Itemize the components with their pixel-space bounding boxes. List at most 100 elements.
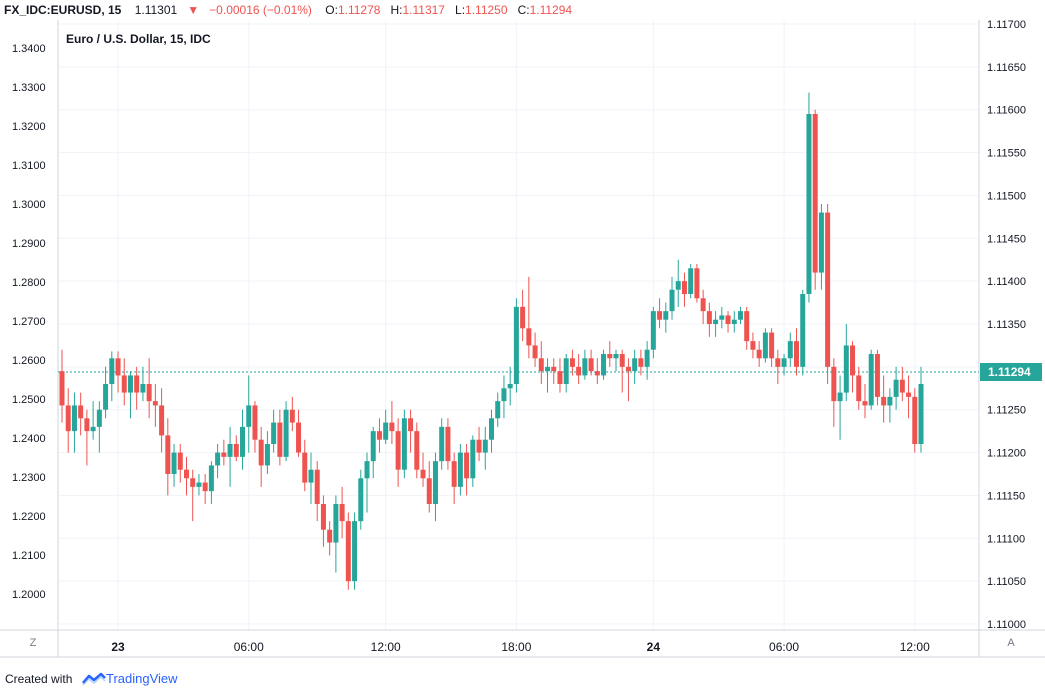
candle-body[interactable] <box>489 418 494 440</box>
candle-body[interactable] <box>737 311 743 320</box>
candle-body[interactable] <box>825 212 831 367</box>
candle-body[interactable] <box>607 354 613 359</box>
candle-body[interactable] <box>688 268 694 294</box>
candle-body[interactable] <box>594 371 600 376</box>
candle-body[interactable] <box>464 452 470 479</box>
candle-body[interactable] <box>140 384 146 393</box>
candle-body[interactable] <box>171 452 177 474</box>
candle-body[interactable] <box>638 358 644 367</box>
candle-body[interactable] <box>426 478 432 504</box>
candle-body[interactable] <box>121 375 127 393</box>
candle-body[interactable] <box>569 358 575 367</box>
candle-body[interactable] <box>227 444 233 457</box>
candle-body[interactable] <box>694 268 700 299</box>
candle-body[interactable] <box>345 521 351 582</box>
candle-body[interactable] <box>109 358 115 384</box>
candle-body[interactable] <box>127 375 133 393</box>
candle-body[interactable] <box>843 345 849 393</box>
candle-body[interactable] <box>327 529 333 543</box>
tradingview-brand[interactable]: TradingView <box>106 671 178 686</box>
candle-body[interactable] <box>868 354 874 406</box>
candle-body[interactable] <box>918 384 924 444</box>
candle-body[interactable] <box>408 418 414 432</box>
candle-body[interactable] <box>563 358 569 384</box>
candle-body[interactable] <box>183 469 189 479</box>
candle-body[interactable] <box>887 396 893 406</box>
auto-scale-button[interactable]: A <box>1007 637 1015 649</box>
candle-body[interactable] <box>370 431 376 462</box>
candle-body[interactable] <box>818 212 824 273</box>
candle-body[interactable] <box>383 422 389 440</box>
candle-body[interactable] <box>233 444 239 457</box>
candle-body[interactable] <box>451 461 457 487</box>
candle-body[interactable] <box>376 431 382 440</box>
candlestick-chart[interactable]: 1.3400 1.3300 1.3200 1.3100 1.3000 1.2900 1.28… <box>0 20 1045 668</box>
candle-body[interactable] <box>414 431 420 470</box>
candle-body[interactable] <box>84 418 90 432</box>
candle-body[interactable] <box>557 371 563 384</box>
candle-body[interactable] <box>850 345 856 376</box>
candle-body[interactable] <box>513 306 519 384</box>
candle-body[interactable] <box>831 366 837 402</box>
candle-body[interactable] <box>339 504 345 522</box>
candle-body[interactable] <box>706 311 712 324</box>
candle-body[interactable] <box>719 315 725 320</box>
candle-body[interactable] <box>545 366 551 372</box>
candle-body[interactable] <box>252 405 258 440</box>
candle-body[interactable] <box>302 452 308 483</box>
candle-body[interactable] <box>264 444 270 466</box>
candle-body[interactable] <box>588 358 594 372</box>
candle-body[interactable] <box>152 401 158 406</box>
candle-body[interactable] <box>650 311 656 350</box>
candle-body[interactable] <box>551 366 557 372</box>
candle-body[interactable] <box>657 311 663 320</box>
candle-body[interactable] <box>669 289 675 312</box>
candle-body[interactable] <box>476 439 482 453</box>
candle-body[interactable] <box>893 379 899 397</box>
candle-body[interactable] <box>775 358 781 367</box>
candle-body[interactable] <box>146 384 152 402</box>
candle-body[interactable] <box>115 358 121 376</box>
candle-body[interactable] <box>283 409 289 457</box>
candle-body[interactable] <box>71 405 77 432</box>
candle-body[interactable] <box>526 328 532 346</box>
candle-body[interactable] <box>625 366 631 372</box>
candle-body[interactable] <box>364 461 370 479</box>
candle-body[interactable] <box>576 366 582 376</box>
candle-body[interactable] <box>445 426 451 462</box>
candle-body[interactable] <box>420 469 426 479</box>
candle-body[interactable] <box>681 281 687 294</box>
candle-body[interactable] <box>358 478 364 522</box>
candle-body[interactable] <box>632 358 638 372</box>
candle-body[interactable] <box>906 392 912 397</box>
candle-body[interactable] <box>389 422 395 432</box>
candle-body[interactable] <box>202 482 208 492</box>
candle-body[interactable] <box>271 422 277 444</box>
candle-body[interactable] <box>837 392 843 402</box>
candle-body[interactable] <box>314 469 320 504</box>
candle-body[interactable] <box>103 384 109 410</box>
candle-body[interactable] <box>582 358 588 376</box>
candle-body[interactable] <box>296 422 302 453</box>
candle-body[interactable] <box>134 375 140 393</box>
candle-body[interactable] <box>352 521 358 582</box>
candle-body[interactable] <box>501 388 507 402</box>
candle-body[interactable] <box>874 354 880 397</box>
candle-body[interactable] <box>862 401 868 406</box>
candle-body[interactable] <box>899 379 905 393</box>
candle-body[interactable] <box>177 452 183 470</box>
candle-body[interactable] <box>215 452 221 466</box>
candle-body[interactable] <box>507 384 513 389</box>
candle-body[interactable] <box>663 311 669 320</box>
candle-body[interactable] <box>812 114 818 273</box>
candle-body[interactable] <box>90 426 96 432</box>
candle-body[interactable] <box>240 426 246 457</box>
candle-body[interactable] <box>432 461 438 504</box>
candle-body[interactable] <box>731 319 737 324</box>
candle-body[interactable] <box>619 354 625 367</box>
candle-body[interactable] <box>190 478 196 487</box>
candle-body[interactable] <box>713 319 719 324</box>
candle-body[interactable] <box>258 439 264 466</box>
candle-body[interactable] <box>787 341 793 359</box>
candle-body[interactable] <box>700 298 706 312</box>
